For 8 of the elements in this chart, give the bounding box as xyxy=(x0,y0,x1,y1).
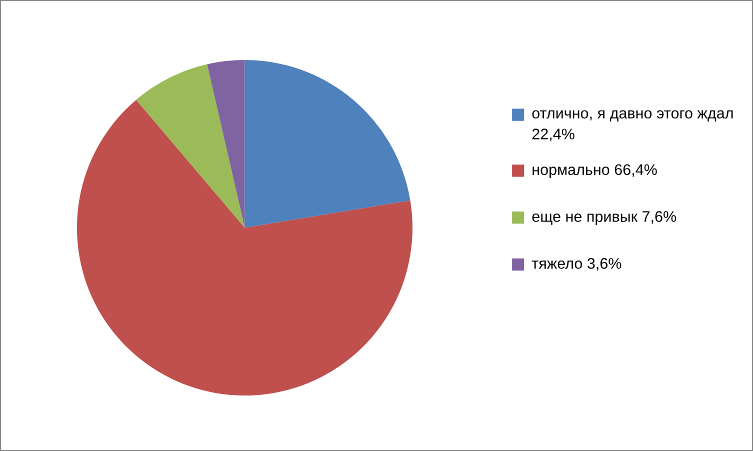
legend-label: тяжело 3,6% xyxy=(532,258,622,271)
pie-slice xyxy=(136,64,245,228)
pie-slice xyxy=(207,60,245,228)
legend-label: нормально 66,4% xyxy=(532,164,657,178)
legend-label: еще не привык 7,6% xyxy=(532,211,676,225)
pie-slice xyxy=(76,100,412,396)
pie-slice xyxy=(244,60,410,228)
legend-label: отлично, я давно этого ждал 22,4% xyxy=(532,110,733,142)
